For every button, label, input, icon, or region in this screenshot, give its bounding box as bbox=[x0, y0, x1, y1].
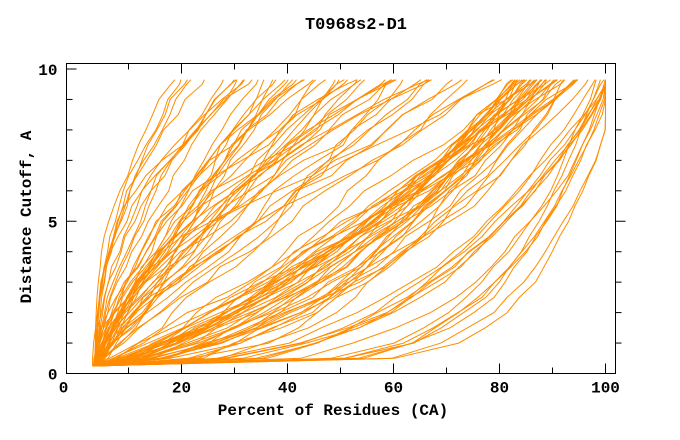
model-curve bbox=[97, 79, 432, 367]
model-curve bbox=[99, 79, 606, 367]
model-curve bbox=[96, 79, 235, 366]
model-curve bbox=[99, 79, 294, 367]
chart-title: T0968s2-D1 bbox=[304, 16, 408, 35]
model-curve bbox=[94, 79, 538, 367]
x-tick-label: 20 bbox=[172, 380, 191, 398]
x-tick-label: 80 bbox=[490, 380, 509, 398]
model-curve bbox=[96, 79, 548, 367]
model-curve bbox=[96, 79, 546, 367]
model-curve bbox=[96, 79, 558, 367]
model-curve bbox=[96, 79, 314, 367]
model-curve bbox=[96, 79, 557, 367]
x-tick-label: 100 bbox=[591, 380, 620, 398]
model-curve bbox=[97, 79, 188, 366]
model-curve bbox=[92, 79, 518, 367]
model-curve bbox=[100, 79, 528, 367]
model-curve bbox=[98, 79, 224, 366]
model-curve bbox=[94, 79, 606, 367]
model-curve bbox=[93, 79, 340, 367]
model-curve bbox=[94, 79, 428, 367]
model-curve bbox=[97, 79, 575, 367]
model-curve bbox=[100, 79, 429, 367]
model-curve bbox=[96, 79, 555, 367]
model-curve bbox=[94, 79, 176, 366]
model-curve bbox=[100, 79, 317, 367]
y-tick-label: 10 bbox=[38, 62, 57, 80]
model-curve bbox=[98, 79, 521, 367]
model-curve bbox=[93, 79, 589, 367]
model-curve bbox=[94, 79, 297, 366]
model-curve bbox=[98, 79, 362, 367]
model-curve bbox=[94, 79, 596, 367]
model-curve bbox=[96, 79, 253, 366]
model-curve bbox=[96, 79, 404, 367]
model-curve bbox=[96, 79, 244, 366]
model-curve bbox=[97, 79, 538, 367]
model-curve bbox=[96, 79, 514, 367]
model-curve bbox=[92, 79, 606, 367]
x-tick-label: 40 bbox=[278, 380, 297, 398]
model-curve bbox=[100, 79, 537, 367]
model-curve bbox=[94, 79, 605, 367]
model-curve bbox=[94, 79, 606, 367]
x-tick-label: 60 bbox=[384, 380, 403, 398]
model-curve bbox=[99, 79, 566, 367]
model-curve bbox=[97, 79, 606, 367]
x-axis-label: Percent of Residues (CA) bbox=[217, 402, 449, 420]
model-curve bbox=[94, 79, 575, 367]
model-curve bbox=[98, 79, 518, 367]
model-curve bbox=[93, 79, 606, 367]
y-tick-label: 5 bbox=[48, 214, 58, 232]
model-curve bbox=[92, 79, 523, 367]
model-curve bbox=[97, 79, 516, 367]
model-curve bbox=[93, 79, 391, 367]
model-curve bbox=[94, 79, 606, 367]
model-curve bbox=[92, 79, 304, 367]
model-curve bbox=[99, 79, 541, 367]
x-tick-label: 0 bbox=[59, 380, 69, 398]
model-curve bbox=[97, 79, 182, 366]
model-curve bbox=[95, 79, 386, 366]
model-curve bbox=[98, 79, 277, 366]
y-tick-label: 0 bbox=[48, 367, 58, 385]
model-curve bbox=[99, 79, 601, 367]
model-curve bbox=[98, 79, 532, 367]
model-curves bbox=[92, 79, 606, 367]
model-curve bbox=[94, 79, 577, 367]
model-curve bbox=[94, 79, 606, 367]
model-curve bbox=[95, 79, 430, 367]
model-curve bbox=[97, 79, 237, 366]
